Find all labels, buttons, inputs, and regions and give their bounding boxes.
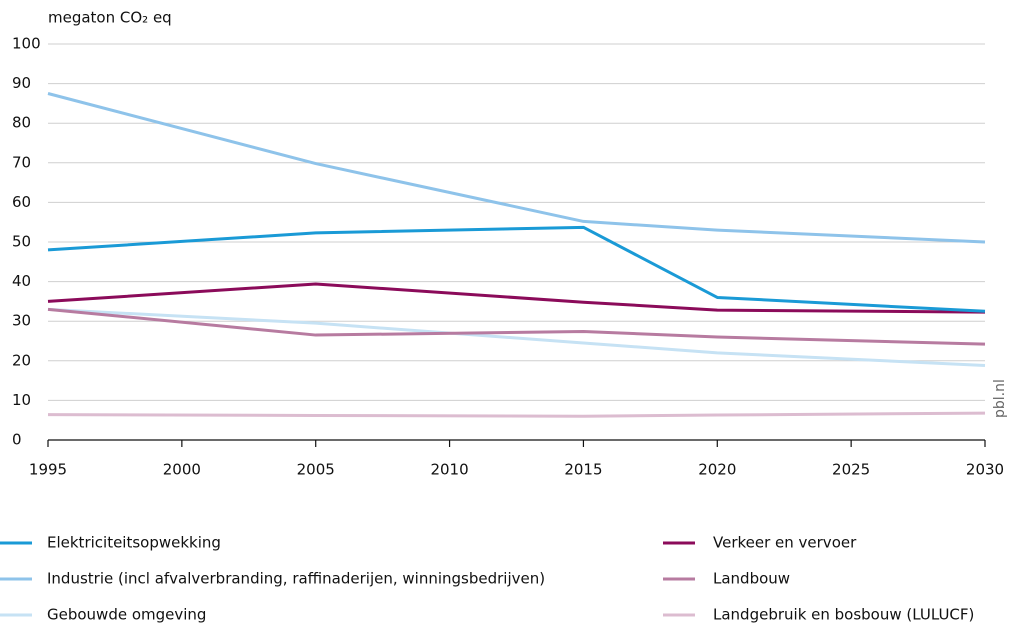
y-tick-label: 90 xyxy=(12,74,31,92)
series-line xyxy=(47,307,986,346)
y-tick-label: 40 xyxy=(12,272,31,290)
x-tick-label: 2020 xyxy=(698,461,736,479)
series-line xyxy=(47,307,986,368)
y-tick-label: 30 xyxy=(12,312,31,330)
x-tick-label: 2025 xyxy=(832,461,870,479)
series-line xyxy=(47,92,986,244)
y-tick-label: 50 xyxy=(12,233,31,251)
y-tick-label: 20 xyxy=(12,351,31,369)
legend-label: Industrie (incl afvalverbranding, raffin… xyxy=(47,570,545,588)
x-tick-label: 2015 xyxy=(564,461,602,479)
x-tick-label: 2010 xyxy=(430,461,468,479)
y-tick-label: 10 xyxy=(12,391,31,409)
x-tick-label: 1995 xyxy=(29,461,67,479)
y-tick-label: 60 xyxy=(12,193,31,211)
x-tick-label: 2030 xyxy=(966,461,1004,479)
legend-label: Gebouwde omgeving xyxy=(47,606,206,624)
y-tick-label: 70 xyxy=(12,153,31,171)
legend-label: Landbouw xyxy=(713,570,790,588)
legend-label: Elektriciteitsopwekking xyxy=(47,534,221,552)
series-line xyxy=(47,225,986,313)
y-axis-label: megaton CO₂ eq xyxy=(48,9,172,27)
source: pbl.nl xyxy=(992,379,1008,418)
legend-label: Landgebruik en bosbouw (LULUCF) xyxy=(713,606,974,624)
series-line xyxy=(47,411,986,418)
y-tick-label: 100 xyxy=(12,35,41,53)
legend-label: Verkeer en vervoer xyxy=(713,534,857,552)
y-tick-label: 80 xyxy=(12,114,31,132)
y-tick-label: 0 xyxy=(12,431,22,449)
x-tick-label: 2000 xyxy=(163,461,201,479)
x-tick-label: 2005 xyxy=(297,461,335,479)
series-line xyxy=(47,282,986,314)
